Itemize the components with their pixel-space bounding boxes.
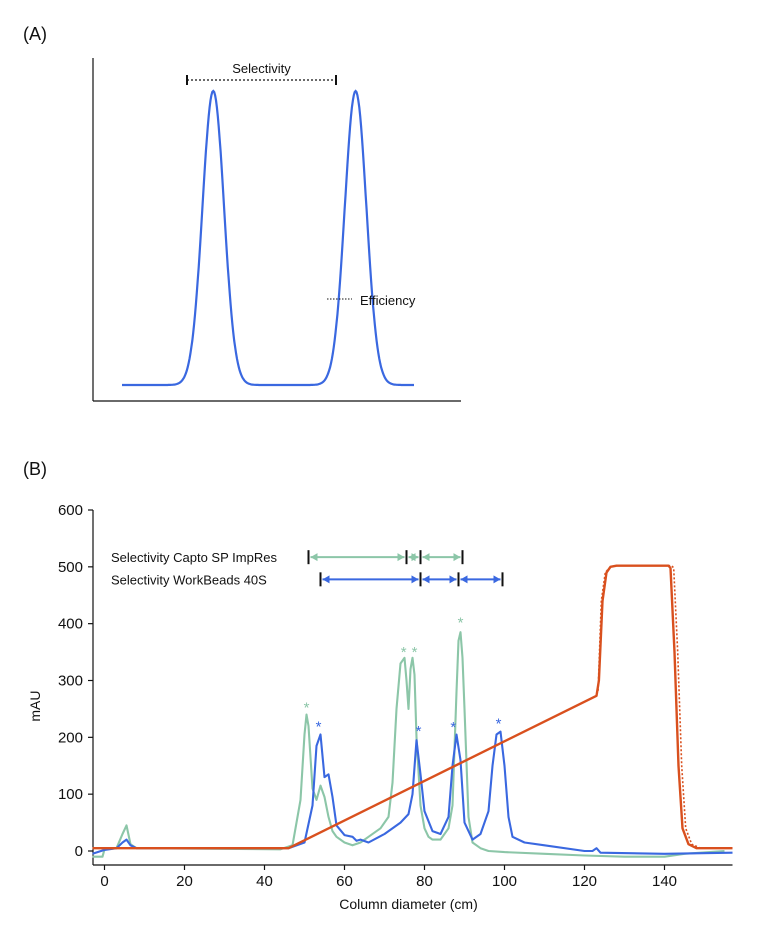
peak-marker: * xyxy=(304,700,310,717)
selectivity-arrow-head xyxy=(397,553,405,562)
peak-marker: * xyxy=(496,716,502,733)
selectivity-arrow-head xyxy=(411,553,419,562)
peak-marker: * xyxy=(412,644,418,661)
y-tick-label: 300 xyxy=(58,673,83,690)
series-workbeads-40s xyxy=(92,730,733,855)
efficiency-label: Efficiency xyxy=(360,293,416,308)
panel-a-label: (A) xyxy=(23,24,47,44)
x-tick-label: 20 xyxy=(176,873,193,890)
peak-marker: * xyxy=(450,719,456,736)
peak-marker: * xyxy=(416,723,422,740)
schematic-peak-line xyxy=(122,89,414,387)
selectivity-arrow-head xyxy=(322,575,330,584)
peak-marker: * xyxy=(316,718,322,735)
y-axis-label: mAU xyxy=(27,691,43,722)
selectivity-arrow-head xyxy=(422,553,430,562)
x-tick-label: 40 xyxy=(256,873,273,890)
selectivity-row-1: Selectivity Capto SP ImpRes xyxy=(111,550,464,565)
selectivity-arrow-head xyxy=(411,575,419,584)
selectivity-row-label: Selectivity Capto SP ImpRes xyxy=(111,550,277,565)
peak-marker: * xyxy=(401,644,407,661)
selectivity-arrow-head xyxy=(453,553,461,562)
x-tick-label: 100 xyxy=(492,873,517,890)
x-tick-label: 120 xyxy=(572,873,597,890)
selectivity-row-label: Selectivity WorkBeads 40S xyxy=(111,572,267,587)
x-tick-label: 140 xyxy=(652,873,677,890)
series-conductivity xyxy=(92,564,733,850)
y-tick-label: 200 xyxy=(58,729,83,746)
y-tick-label: 400 xyxy=(58,616,83,633)
selectivity-arrow-head xyxy=(493,575,501,584)
y-tick-label: 600 xyxy=(58,502,83,519)
selectivity-arrow-head xyxy=(449,575,457,584)
selectivity-arrow-head xyxy=(310,553,318,562)
y-tick-label: 100 xyxy=(58,786,83,803)
series-conductivity-dotted- xyxy=(597,564,701,849)
peak-marker: * xyxy=(458,614,464,631)
selectivity-label: Selectivity xyxy=(232,61,291,76)
selectivity-arrow-head xyxy=(460,575,468,584)
x-axis-label: Column diameter (cm) xyxy=(339,896,477,912)
x-tick-label: 0 xyxy=(100,873,108,890)
x-tick-label: 60 xyxy=(336,873,353,890)
selectivity-arrow-head xyxy=(422,575,430,584)
y-tick-label: 0 xyxy=(75,843,83,860)
selectivity-row-2: Selectivity WorkBeads 40S xyxy=(111,572,504,587)
x-tick-label: 80 xyxy=(416,873,433,890)
y-tick-label: 500 xyxy=(58,559,83,576)
series-capto-sp-impres xyxy=(92,631,725,858)
panel-b-label: (B) xyxy=(23,459,47,479)
